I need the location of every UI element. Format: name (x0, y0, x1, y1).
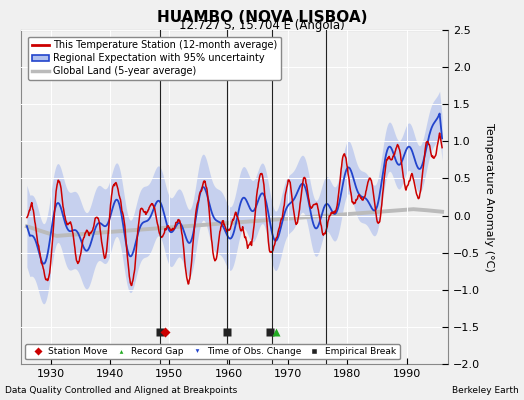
Text: HUAMBO (NOVA LISBOA): HUAMBO (NOVA LISBOA) (157, 10, 367, 25)
Text: Data Quality Controlled and Aligned at Breakpoints: Data Quality Controlled and Aligned at B… (5, 386, 237, 395)
Text: Berkeley Earth: Berkeley Earth (452, 386, 519, 395)
Legend: Station Move, Record Gap, Time of Obs. Change, Empirical Break: Station Move, Record Gap, Time of Obs. C… (26, 344, 400, 360)
Text: 12.727 S, 15.704 E (Angola): 12.727 S, 15.704 E (Angola) (179, 19, 345, 32)
Y-axis label: Temperature Anomaly (°C): Temperature Anomaly (°C) (484, 123, 494, 271)
